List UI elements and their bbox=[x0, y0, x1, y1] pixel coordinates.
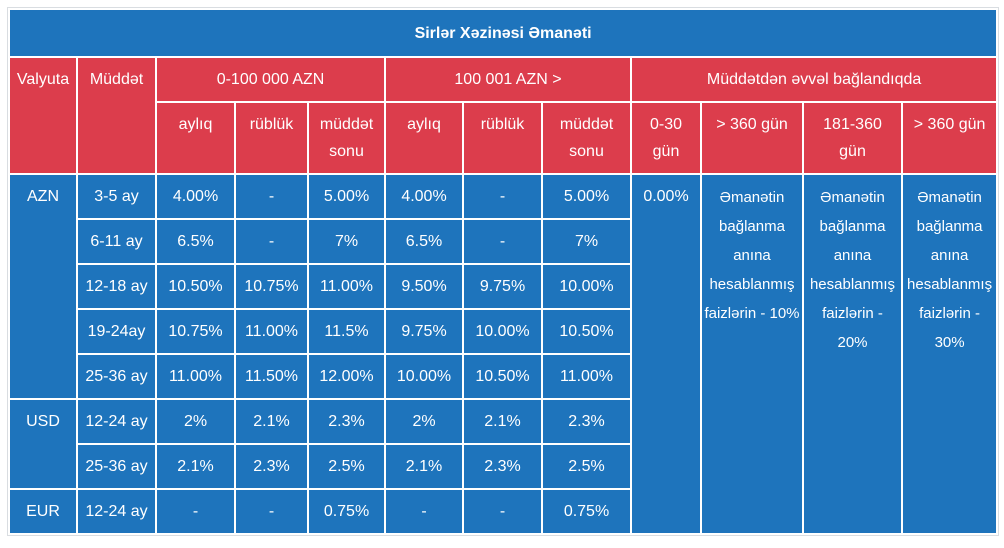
currency-cell-eur: EUR bbox=[8, 488, 78, 535]
rate-cell: - bbox=[155, 488, 236, 535]
rate-cell: 10.50% bbox=[155, 263, 236, 310]
rate-cell: - bbox=[234, 173, 309, 220]
sub-header-muddet-sonu-1: müddət sonu bbox=[307, 101, 386, 175]
rate-cell: 10.00% bbox=[541, 263, 632, 310]
rate-cell: 11.00% bbox=[541, 353, 632, 400]
sub-header-aylig-1: aylıq bbox=[155, 101, 236, 175]
rate-cell: 10.75% bbox=[234, 263, 309, 310]
rate-cell: 5.00% bbox=[307, 173, 386, 220]
rate-cell: 9.75% bbox=[384, 308, 464, 355]
sub-header-360-gun-1: > 360 gün bbox=[700, 101, 804, 175]
rate-cell: 9.50% bbox=[384, 263, 464, 310]
sub-header-rubluk-2: rüblük bbox=[462, 101, 543, 175]
rate-cell: 2.5% bbox=[307, 443, 386, 490]
sub-header-360-gun-2: > 360 gün bbox=[900, 101, 999, 175]
title-row: Sirlər Xəzinəsi Əmanəti bbox=[7, 8, 999, 58]
term-cell: 12-18 ay bbox=[76, 263, 157, 310]
rate-cell: 10.00% bbox=[462, 308, 543, 355]
sub-header-aylig-2: aylıq bbox=[384, 101, 464, 175]
rate-cell: 2.1% bbox=[384, 443, 464, 490]
rate-cell: - bbox=[234, 218, 309, 265]
rate-cell: - bbox=[384, 488, 464, 535]
rate-cell: 11.00% bbox=[234, 308, 309, 355]
rate-cell: 11.00% bbox=[307, 263, 386, 310]
rate-cell: 2.3% bbox=[541, 398, 632, 445]
early-closure-cell-0-30: 0.00% bbox=[630, 173, 702, 535]
rate-cell: 7% bbox=[541, 218, 632, 265]
header-group-tier-100k-plus: 100 001 AZN > bbox=[384, 56, 632, 103]
rate-cell: - bbox=[462, 173, 543, 220]
sub-header-row: aylıq rüblük müddət sonu aylıq rüblük mü… bbox=[9, 101, 999, 175]
early-closure-cell-360-2: Əmanətin bağlanma anına hesablanmış faiz… bbox=[900, 173, 999, 535]
rate-cell: - bbox=[234, 488, 309, 535]
header-term: Müddət bbox=[76, 56, 157, 175]
deposit-table-wrapper: Sirlər Xəzinəsi Əmanəti Valyuta Müddət 0… bbox=[7, 7, 1000, 536]
sub-header-0-30-gun: 0-30 gün bbox=[630, 101, 702, 175]
rate-cell: 4.00% bbox=[155, 173, 236, 220]
term-cell: 6-11 ay bbox=[76, 218, 157, 265]
currency-cell-azn: AZN bbox=[8, 173, 78, 400]
term-cell: 19-24ay bbox=[76, 308, 157, 355]
table-row: 25-36 ay 11.00% 11.50% 12.00% 10.00% 10.… bbox=[9, 353, 997, 400]
rate-cell: 10.50% bbox=[541, 308, 632, 355]
rate-cell: 0.75% bbox=[307, 488, 386, 535]
table-row: 6-11 ay 6.5% - 7% 6.5% - 7% bbox=[9, 218, 997, 265]
rate-cell: 7% bbox=[307, 218, 386, 265]
table-row: 19-24ay 10.75% 11.00% 11.5% 9.75% 10.00%… bbox=[9, 308, 997, 355]
term-cell: 3-5 ay bbox=[76, 173, 157, 220]
rate-cell: - bbox=[462, 218, 543, 265]
rate-cell: 10.75% bbox=[155, 308, 236, 355]
header-currency: Valyuta bbox=[8, 56, 78, 175]
deposit-rates-table: Sirlər Xəzinəsi Əmanəti Valyuta Müddət 0… bbox=[7, 8, 999, 535]
rate-cell: 2.1% bbox=[234, 398, 309, 445]
header-group-early-closure: Müddətdən əvvəl bağlandıqda bbox=[629, 56, 999, 103]
rate-cell: 12.00% bbox=[307, 353, 386, 400]
rate-cell: 2.3% bbox=[234, 443, 309, 490]
group-header-row: Valyuta Müddət 0-100 000 AZN 100 001 AZN… bbox=[8, 56, 999, 175]
table-row: 12-18 ay 10.50% 10.75% 11.00% 9.50% 9.75… bbox=[9, 263, 997, 310]
rate-cell: 11.5% bbox=[307, 308, 386, 355]
rate-cell: 2.1% bbox=[462, 398, 543, 445]
early-closure-cell-360-1: Əmanətin bağlanma anına hesablanmış faiz… bbox=[700, 173, 804, 535]
table-title: Sirlər Xəzinəsi Əmanəti bbox=[7, 8, 999, 58]
rate-cell: 0.75% bbox=[541, 488, 632, 535]
rate-cell: 9.75% bbox=[462, 263, 543, 310]
sub-header-rubluk-1: rüblük bbox=[234, 101, 309, 175]
rate-cell: 2.5% bbox=[541, 443, 632, 490]
rate-cell: 2% bbox=[384, 398, 464, 445]
term-cell: 25-36 ay bbox=[76, 353, 157, 400]
table-row: 25-36 ay 2.1% 2.3% 2.5% 2.1% 2.3% 2.5% bbox=[9, 443, 997, 490]
header-group-tier-0-100k: 0-100 000 AZN bbox=[155, 56, 386, 103]
currency-cell-usd: USD bbox=[8, 398, 78, 490]
rate-cell: 10.00% bbox=[384, 353, 464, 400]
early-closure-cell-181-360: Əmanətin bağlanma anına hesablanmış faiz… bbox=[802, 173, 903, 535]
rate-cell: 2.3% bbox=[462, 443, 543, 490]
rate-cell: 6.5% bbox=[155, 218, 236, 265]
rate-cell: 2.3% bbox=[307, 398, 386, 445]
rate-cell: 4.00% bbox=[384, 173, 464, 220]
rate-cell: 11.00% bbox=[155, 353, 236, 400]
rate-cell: 2.1% bbox=[155, 443, 236, 490]
rate-cell: 5.00% bbox=[541, 173, 632, 220]
rate-cell: 10.50% bbox=[462, 353, 543, 400]
rate-cell: - bbox=[462, 488, 543, 535]
term-cell: 12-24 ay bbox=[76, 488, 157, 535]
rate-cell: 11.50% bbox=[234, 353, 309, 400]
table-row: USD 12-24 ay 2% 2.1% 2.3% 2% 2.1% 2.3% bbox=[8, 398, 997, 490]
term-cell: 25-36 ay bbox=[76, 443, 157, 490]
table-row: EUR 12-24 ay - - 0.75% - - 0.75% bbox=[8, 488, 997, 535]
table-row: AZN 3-5 ay 4.00% - 5.00% 4.00% - 5.00% 0… bbox=[8, 173, 999, 535]
sub-header-181-360-gun: 181-360 gün bbox=[802, 101, 903, 175]
rate-cell: 6.5% bbox=[384, 218, 464, 265]
rate-cell: 2% bbox=[155, 398, 236, 445]
term-cell: 12-24 ay bbox=[76, 398, 157, 445]
sub-header-muddet-sonu-2: müddət sonu bbox=[541, 101, 632, 175]
